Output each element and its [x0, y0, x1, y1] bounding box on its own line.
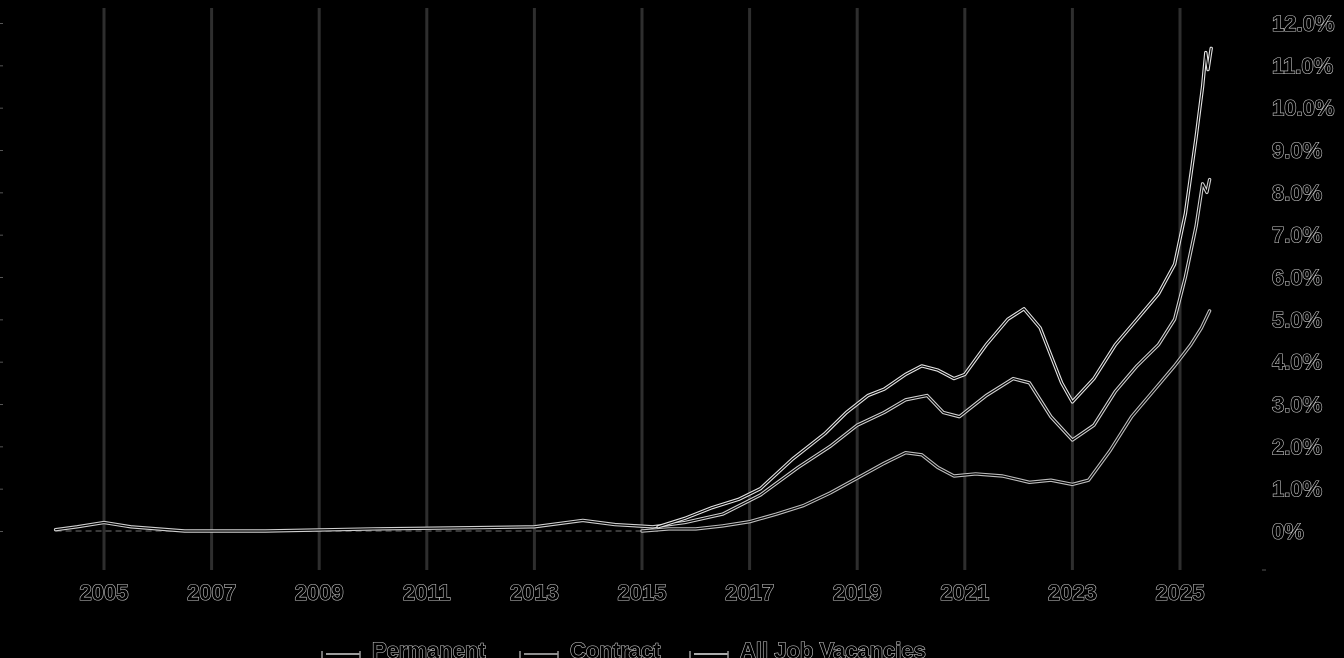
x-tick-label-2023: 2023	[1048, 580, 1097, 605]
x-tick-label-2009: 2009	[295, 580, 344, 605]
x-tick-label-2011: 2011	[403, 580, 451, 605]
x-tick-label-2007: 2007	[187, 580, 236, 605]
y-tick-label-9: 9.0%	[1272, 138, 1322, 163]
x-tick-label-2025: 2025	[1156, 580, 1205, 605]
y-tick-label-6: 6.0%	[1272, 265, 1322, 290]
series-line-all-job-vacancies	[657, 47, 1212, 528]
y-tick-label-11: 11.0%	[1272, 53, 1333, 78]
y-tick-label-5: 5.0%	[1272, 307, 1322, 332]
y-tick-label-3: 3.0%	[1272, 392, 1322, 417]
axis-marks	[0, 23, 1266, 571]
x-tick-label-2015: 2015	[618, 580, 667, 605]
x-tick-label-2021: 2021	[940, 580, 989, 605]
legend-label-all-job-vacancies[interactable]: All Job Vacancies	[739, 637, 926, 658]
x-tick-label-2005: 2005	[80, 580, 129, 605]
legend: Permanent Contract All Job Vacancies	[321, 637, 926, 658]
y-tick-label-8: 8.0%	[1272, 180, 1322, 205]
y-axis-tick-labels: 0% 1.0% 2.0% 3.0% 4.0% 5.0% 6.0% 7.0% 8.0% 9.0% 10…	[1271, 10, 1334, 544]
y-tick-label-7: 7.0%	[1272, 223, 1322, 248]
legend-label-contract[interactable]: Contract	[569, 637, 661, 658]
x-axis-tick-labels: 2005 2007 2009 2011 2013 2015 2017 2019 2021 2023…	[79, 579, 1205, 605]
y-tick-label-1: 1.0%	[1272, 477, 1322, 502]
legend-label-permanent[interactable]: Permanent	[371, 637, 486, 658]
y-tick-label-0: 0%	[1272, 519, 1304, 544]
x-tick-label-2017: 2017	[725, 580, 774, 605]
y-tick-label-12: 12.0%	[1272, 11, 1334, 36]
y-tick-label-4: 4.0%	[1272, 350, 1322, 375]
x-tick-label-2019: 2019	[833, 580, 882, 605]
series-line-permanent	[55, 179, 1211, 532]
series-line-contract	[641, 310, 1211, 532]
x-tick-label-2013: 2013	[510, 580, 559, 605]
series-lines	[53, 46, 1213, 533]
x-gridlines	[102, 8, 1182, 570]
y-tick-label-2: 2.0%	[1272, 434, 1322, 459]
y-tick-label-10: 10.0%	[1272, 96, 1334, 121]
